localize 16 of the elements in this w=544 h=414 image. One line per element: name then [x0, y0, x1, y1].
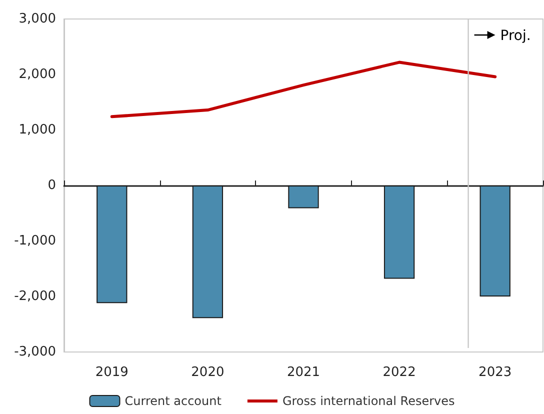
y-tick-label: -3,000: [14, 344, 56, 360]
x-tick-label: 2021: [286, 365, 320, 380]
y-tick-label: -2,000: [14, 289, 56, 304]
x-tick-label: 2023: [478, 365, 512, 380]
y-tick-label: -1,000: [14, 234, 56, 248]
ref-line-label: Proj.: [500, 28, 531, 44]
line-series: [110, 60, 497, 118]
x-tick-label: 2020: [191, 365, 224, 380]
y-tick-label: 1,000: [18, 122, 56, 138]
y-tick-label: 3,000: [18, 12, 56, 26]
x-tick-label: 2019: [95, 365, 128, 380]
y-tick-label: 2,000: [18, 67, 56, 82]
legend-label: Current account: [124, 394, 222, 408]
legend-label: Gross international Reserves: [282, 394, 455, 408]
y-tick-label: 0: [48, 178, 56, 193]
x-tick-label: 2022: [382, 365, 416, 380]
